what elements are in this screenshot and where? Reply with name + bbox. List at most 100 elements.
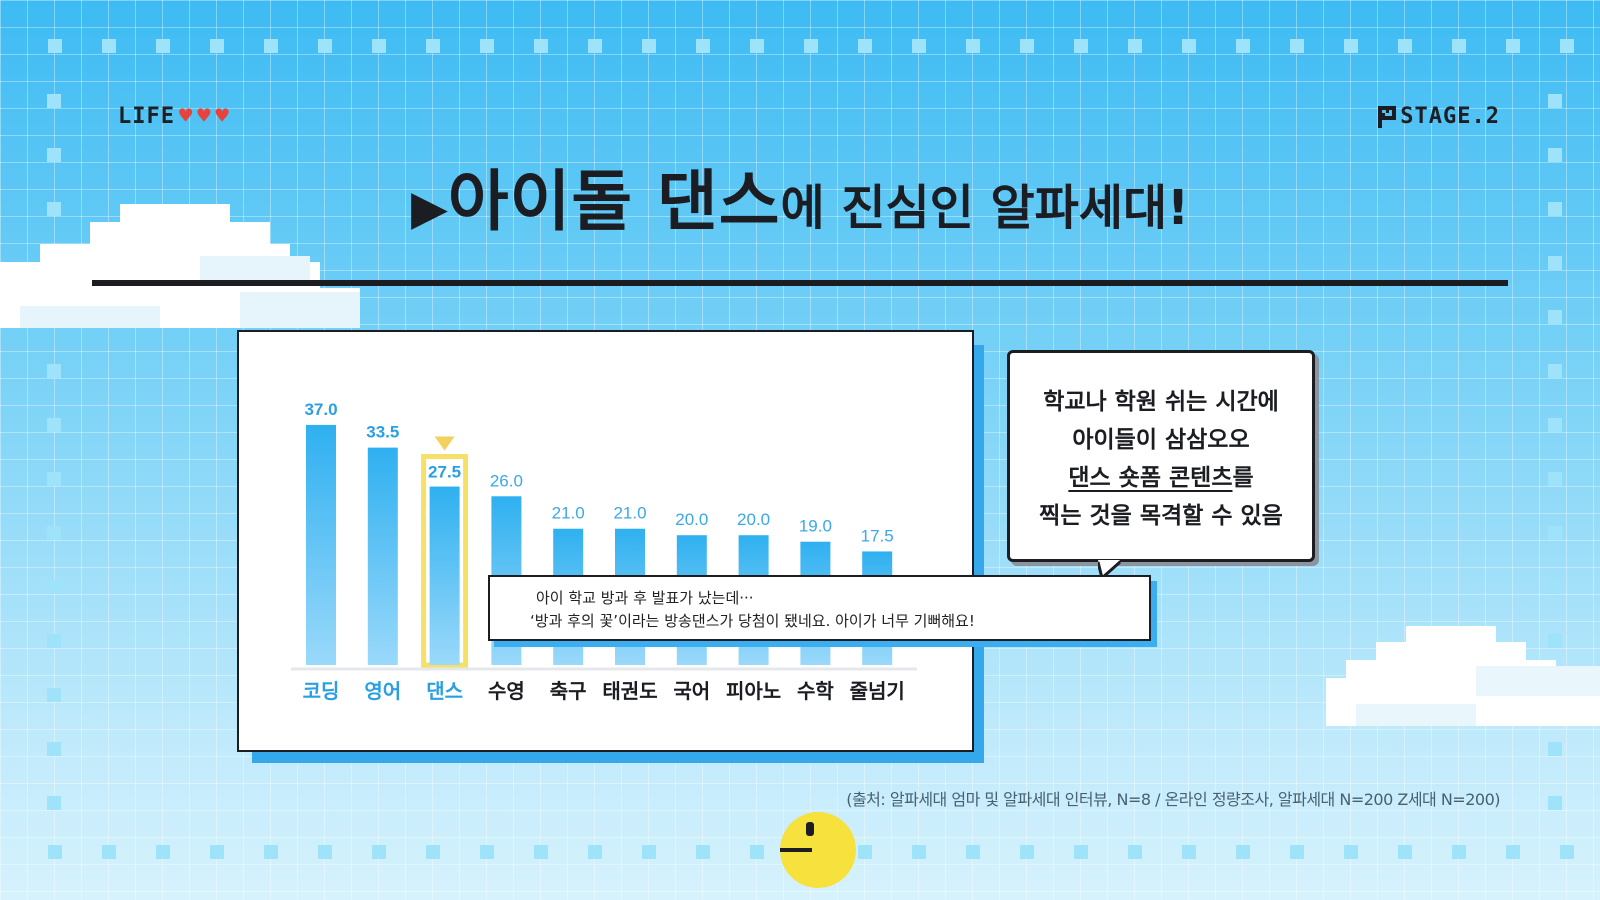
pixel-dot <box>47 418 61 432</box>
source-note: (출처: 알파세대 엄마 및 알파세대 인터뷰, N=8 / 온라인 정량조사,… <box>846 790 1500 809</box>
pixel-dot <box>1344 845 1358 859</box>
pixel-dot <box>47 202 61 216</box>
heart-icon: ♥ <box>178 103 194 129</box>
pixel-dot <box>912 39 926 53</box>
pixel-dot <box>1548 796 1562 810</box>
category-label: 영어 <box>364 679 401 703</box>
data-label: 37.0 <box>304 400 337 419</box>
pixel-dot <box>47 364 61 378</box>
quote-line: ‘방과 후의 꽃’이라는 방송댄스가 당첨이 됐네요. 아이가 너무 기뻐해요! <box>530 612 975 630</box>
pixel-dot <box>966 39 980 53</box>
pixel-dot <box>210 845 224 859</box>
pixel-dot <box>102 39 116 53</box>
bubble-line: 아이들이 삼삼오오 <box>1072 427 1250 453</box>
data-label: 21.0 <box>613 504 646 523</box>
data-label: 27.5 <box>428 463 461 482</box>
page-title: ▶아이돌 댄스에 진심인 알파세대! <box>0 148 1600 244</box>
pixel-dot <box>1548 256 1562 270</box>
title-sub: 에 진심인 알파세대! <box>780 180 1190 236</box>
pixel-dot <box>750 845 764 859</box>
pixel-dot <box>1398 39 1412 53</box>
bar <box>306 424 336 665</box>
category-label: 코딩 <box>303 679 340 703</box>
pixel-dot <box>588 845 602 859</box>
data-label: 21.0 <box>552 504 585 523</box>
highlight-marker-icon <box>434 436 455 451</box>
category-label: 줄넘기 <box>850 679 905 703</box>
flag-icon <box>1378 105 1397 128</box>
data-label: 20.0 <box>737 510 770 529</box>
pixel-dot <box>588 39 602 53</box>
pixel-dot <box>48 845 62 859</box>
data-label: 26.0 <box>490 471 523 490</box>
pixel-dot <box>1236 845 1250 859</box>
pixel-dot <box>47 526 61 540</box>
pixel-dot <box>1074 39 1088 53</box>
pixel-dot <box>1548 202 1562 216</box>
bubble-line: 학교나 학원 쉬는 시간에 <box>1043 389 1279 415</box>
pixel-dot <box>47 688 61 702</box>
cloud-right <box>1326 626 1600 726</box>
pixel-dot <box>156 845 170 859</box>
stage-indicator: STAGE.2 <box>1378 104 1500 129</box>
data-label: 20.0 <box>675 510 708 529</box>
pixel-dot <box>1548 526 1562 540</box>
life-label: LIFE <box>118 104 175 129</box>
category-label: 국어 <box>673 679 710 703</box>
pixel-dot <box>804 39 818 53</box>
heart-icon: ♥ <box>215 103 230 129</box>
pixel-dot <box>47 94 61 108</box>
pixel-dot <box>372 845 386 859</box>
pixel-dot <box>1452 845 1466 859</box>
data-label: 17.5 <box>861 526 894 545</box>
pixel-dot <box>858 845 872 859</box>
pixel-dot <box>1506 39 1520 53</box>
pixel-dot <box>642 845 656 859</box>
pixel-dot <box>1290 845 1304 859</box>
pixel-dot <box>480 39 494 53</box>
pixel-dot <box>426 39 440 53</box>
pixel-dot <box>642 39 656 53</box>
chart-card <box>237 330 974 752</box>
interview-quote: 아이 학교 방과 후 발표가 났는데··· ‘방과 후의 꽃’이라는 방송댄스가… <box>488 575 1151 641</box>
pixel-dot <box>912 845 926 859</box>
pixel-dot <box>264 845 278 859</box>
pixel-dot <box>1344 39 1358 53</box>
pixel-dot <box>47 634 61 648</box>
pixel-dot <box>750 39 764 53</box>
pixel-dot <box>47 148 61 162</box>
pixel-dot <box>966 845 980 859</box>
pixel-dot <box>1548 634 1562 648</box>
pixel-dot <box>1560 39 1574 53</box>
pixel-dot <box>47 796 61 810</box>
category-label: 수영 <box>488 679 525 703</box>
data-label: 33.5 <box>366 423 399 442</box>
pixel-dot <box>1548 94 1562 108</box>
bar <box>367 447 398 665</box>
bubble-line-rest: 를 <box>1232 465 1254 491</box>
pixel-dot <box>1128 845 1142 859</box>
pixel-dot <box>210 39 224 53</box>
smiley-face-icon <box>780 812 856 888</box>
pixel-dot <box>1548 580 1562 594</box>
pixel-dot <box>426 845 440 859</box>
speech-bubble: 학교나 학원 쉬는 시간에 아이들이 삼삼오오 댄스 숏폼 콘텐츠를 찍는 것을… <box>1007 350 1315 562</box>
pixel-dot <box>1452 39 1466 53</box>
pixel-dot <box>1128 39 1142 53</box>
pixel-dot <box>1074 845 1088 859</box>
pixel-dot <box>1548 148 1562 162</box>
pixel-dot <box>534 845 548 859</box>
pixel-dot <box>1548 472 1562 486</box>
pixel-dot <box>1548 310 1562 324</box>
pixel-dot <box>1560 845 1574 859</box>
pixel-dot <box>696 39 710 53</box>
pixel-dot <box>858 39 872 53</box>
pixel-dot <box>264 39 278 53</box>
pixel-dot <box>318 39 332 53</box>
pixel-dot <box>48 39 62 53</box>
pixel-dot <box>318 845 332 859</box>
pixel-dot <box>102 845 116 859</box>
title-marker: ▶ <box>410 180 448 236</box>
bubble-line: 댄스 숏폼 콘텐츠를 <box>1010 459 1312 497</box>
pixel-dot <box>1290 39 1304 53</box>
